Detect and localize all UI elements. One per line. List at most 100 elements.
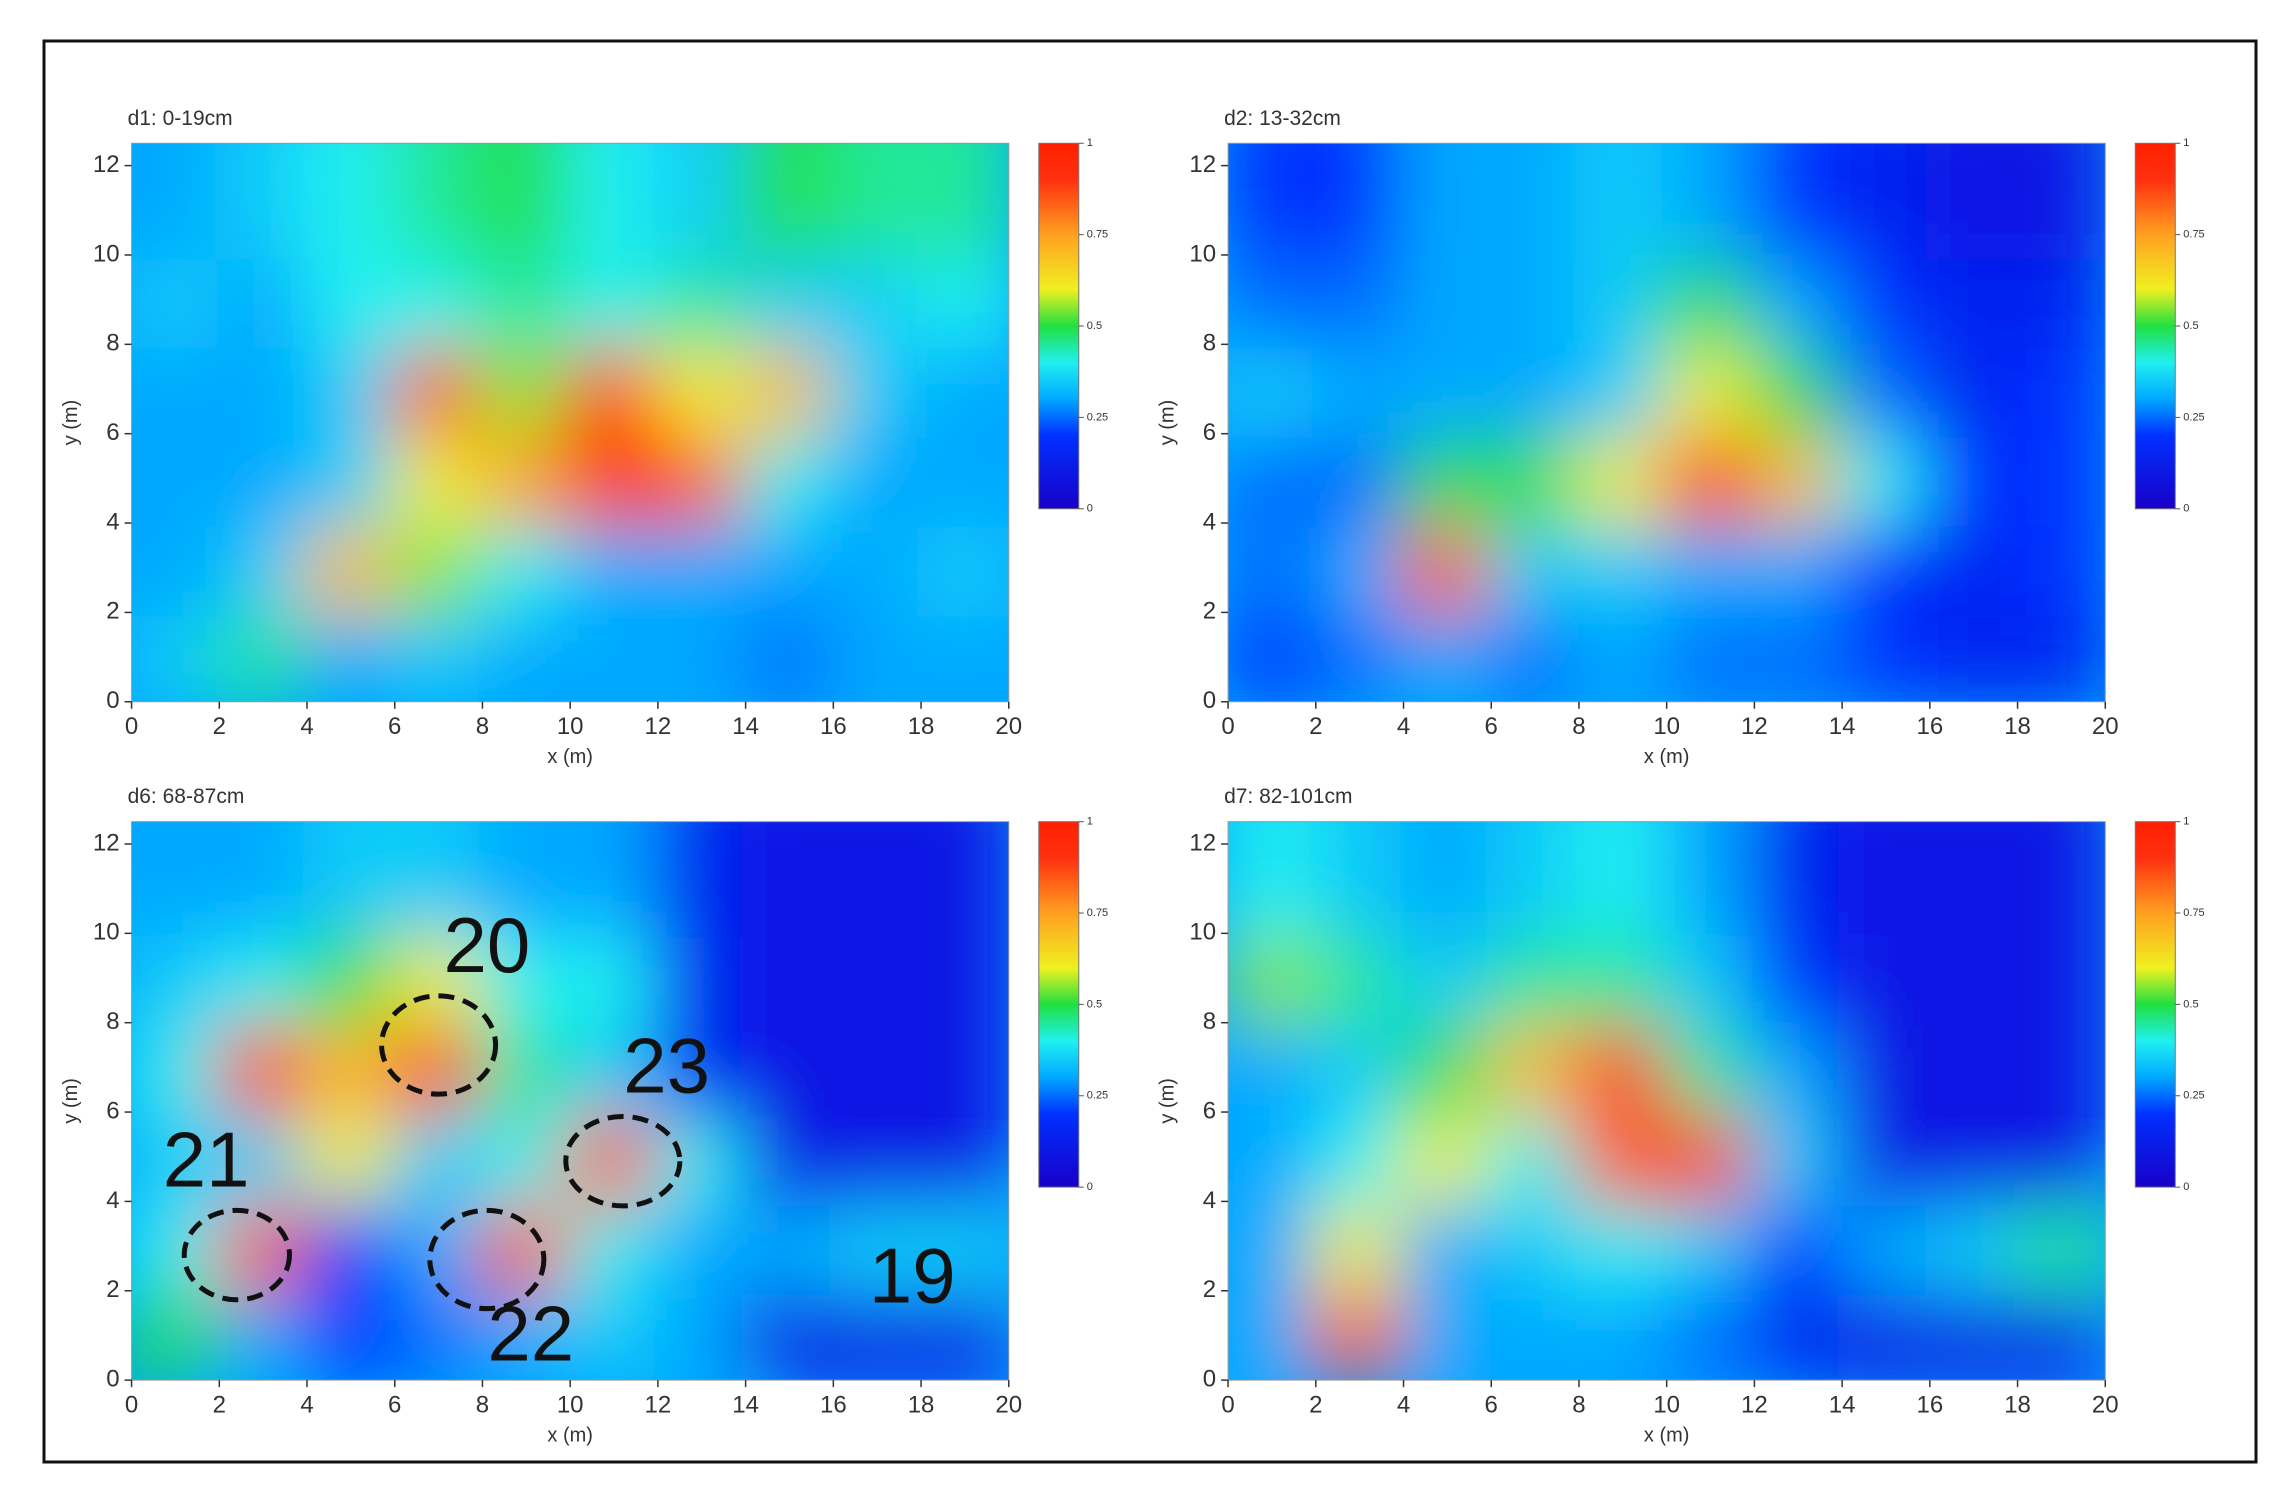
heatmap-cell (2013, 821, 2106, 938)
heatmap-cell (653, 608, 750, 702)
heatmap-cell (390, 519, 487, 617)
heatmap-cell (1311, 1018, 1408, 1117)
heatmap-cell (653, 1018, 750, 1117)
heatmap-cell (1487, 1286, 1583, 1381)
x-tick-label: 2 (213, 1391, 226, 1418)
heatmap-cell (741, 1108, 838, 1206)
heatmap-cell (215, 143, 312, 259)
colorbar-tick-label: 0 (2183, 503, 2189, 515)
heatmap-cell (131, 1108, 224, 1206)
x-tick-label: 20 (2092, 713, 2119, 740)
heatmap-cell (1925, 1108, 2022, 1206)
heatmap-cell (1662, 250, 1759, 349)
colorbar (2134, 142, 2176, 510)
heatmap-cell (131, 1197, 224, 1295)
heatmap-cell (215, 1018, 312, 1117)
heatmap-cell (1750, 1197, 1847, 1295)
y-tick-label: 6 (106, 419, 119, 446)
heatmap-cell (566, 608, 662, 702)
heatmap-cell (1311, 429, 1408, 528)
heatmap-cell (1925, 1286, 2022, 1381)
heatmap-cell (2013, 1018, 2106, 1117)
x-tick-label: 10 (557, 713, 584, 740)
heatmap-cell (741, 608, 838, 702)
heatmap-cell (390, 429, 487, 528)
heatmap-cell (1311, 1286, 1408, 1381)
heatmap-cell (1925, 143, 2022, 259)
x-tick-label: 14 (732, 1391, 759, 1418)
heatmap-cell (303, 250, 399, 349)
x-tick-label: 20 (995, 713, 1022, 740)
heatmap-cell (215, 1108, 312, 1206)
heatmap-cell (741, 929, 838, 1027)
heatmap-cell (215, 340, 312, 438)
heatmap-cell (1838, 340, 1934, 438)
x-axis-label: x (m) (547, 1424, 593, 1446)
heatmap-cell (1399, 519, 1496, 617)
heatmap-cell (566, 429, 662, 528)
x-tick-label: 14 (1829, 713, 1856, 740)
heatmap-cell (1925, 1018, 2022, 1117)
heatmap-cell (1925, 929, 2022, 1027)
heatmap-cell (1750, 143, 1847, 259)
heatmap-cell (1311, 1197, 1408, 1295)
heatmap-cell (566, 143, 662, 259)
heatmap-cell (303, 143, 399, 259)
x-tick-label: 20 (2092, 1391, 2119, 1418)
y-tick-label: 10 (1189, 240, 1216, 267)
heatmap-cell (478, 821, 575, 938)
heatmap-cell (478, 519, 575, 617)
heatmap-cell (1399, 250, 1496, 349)
heatmap-cell (566, 340, 662, 438)
heatmap-cell (741, 143, 838, 259)
x-tick-label: 16 (1916, 1391, 1943, 1418)
panel-title: d1: 0-19cm (128, 107, 233, 130)
heatmap-cell (131, 143, 224, 259)
heatmap-cell (390, 608, 487, 702)
heatmap-cell (1399, 608, 1496, 702)
heatmap-cell (1574, 250, 1671, 349)
x-tick-label: 2 (213, 713, 226, 740)
heatmap-cell (1399, 929, 1496, 1027)
heatmap-cell (1399, 1018, 1496, 1117)
x-tick-label: 14 (732, 713, 759, 740)
x-tick-label: 12 (1741, 1391, 1768, 1418)
colorbar-tick-label: 1 (2183, 816, 2189, 828)
heatmap-cell (653, 1286, 750, 1381)
annotation-label: 21 (163, 1115, 250, 1203)
heatmap-cell (215, 1286, 312, 1381)
heatmap-cell (1399, 1286, 1496, 1381)
heatmap-cell (829, 1108, 926, 1206)
heatmap-cell (829, 821, 926, 938)
x-tick-label: 10 (557, 1391, 584, 1418)
heatmap-cell (1662, 519, 1759, 617)
heatmap-cell (478, 1108, 575, 1206)
heatmap-cell (653, 250, 750, 349)
x-axis-label: x (m) (547, 746, 593, 768)
heatmap-cell (829, 1018, 926, 1117)
heatmap-cell (1662, 429, 1759, 528)
heatmap-cell (478, 143, 575, 259)
panel-title: d6: 68-87cm (128, 785, 245, 808)
heatmap-cell (1228, 1286, 1320, 1381)
heatmap-cell (2013, 340, 2106, 438)
colorbar (1038, 821, 1080, 1188)
heatmap-cell (1228, 519, 1320, 617)
x-tick-label: 0 (1221, 1391, 1234, 1418)
heatmap-cell (1750, 608, 1847, 702)
y-tick-label: 0 (1203, 1365, 1216, 1392)
annotation-label: 23 (623, 1021, 710, 1109)
y-tick-label: 8 (106, 330, 119, 357)
heatmap-cell (2013, 929, 2106, 1027)
heatmap-cell (1228, 1197, 1320, 1295)
highlight-ellipse (563, 1114, 683, 1209)
heatmap-cell (1838, 1018, 1934, 1117)
heatmap-cell (1838, 929, 1934, 1027)
heatmap-cell (215, 821, 312, 938)
heatmap-cell (1838, 1197, 1934, 1295)
heatmap-cell (1487, 929, 1583, 1027)
annotation-label: 22 (487, 1290, 574, 1378)
heatmap-cells (131, 821, 1009, 1381)
heatmap-cell (1228, 143, 1320, 259)
heatmap-cell (1228, 429, 1320, 528)
